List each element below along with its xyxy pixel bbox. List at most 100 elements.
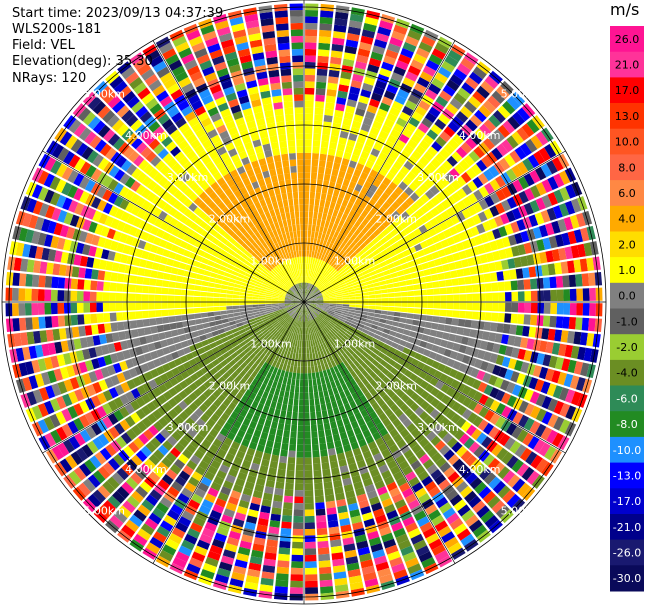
velocity-gate: [429, 185, 440, 196]
velocity-gate: [530, 185, 541, 199]
velocity-gate: [523, 350, 533, 362]
velocity-gate: [455, 242, 465, 252]
velocity-gate: [330, 319, 337, 325]
velocity-gate: [129, 275, 138, 284]
velocity-gate: [334, 18, 348, 27]
velocity-gates: [5, 3, 603, 601]
velocity-gate: [391, 354, 400, 362]
velocity-gate: [438, 479, 451, 491]
velocity-gate: [520, 255, 529, 267]
velocity-gate: [390, 325, 398, 332]
velocity-gate: [342, 273, 349, 280]
velocity-gate: [314, 280, 320, 287]
velocity-gate: [298, 412, 304, 419]
velocity-gate: [360, 361, 368, 370]
velocity-gate: [296, 373, 300, 380]
velocity-gate: [456, 528, 471, 541]
velocity-gate: [489, 240, 499, 251]
velocity-gate: [394, 349, 403, 357]
velocity-gate: [387, 288, 395, 293]
velocity-gate: [304, 535, 316, 543]
velocity-gate: [330, 244, 337, 252]
velocity-gate: [461, 124, 474, 137]
velocity-gate: [489, 192, 501, 204]
velocity-gate: [389, 106, 401, 117]
velocity-gate: [307, 291, 312, 297]
velocity-gate: [376, 272, 385, 278]
velocity-gate: [416, 76, 430, 88]
velocity-gate: [405, 240, 414, 249]
velocity-gate: [445, 279, 453, 287]
velocity-gate: [434, 72, 448, 84]
velocity-gate: [296, 366, 301, 374]
velocity-gate: [374, 309, 382, 314]
velocity-gate: [420, 400, 430, 411]
velocity-gate: [461, 82, 475, 95]
velocity-gate: [393, 471, 404, 481]
velocity-gate: [305, 289, 308, 296]
velocity-gate: [407, 528, 421, 539]
velocity-gate: [344, 45, 357, 55]
velocity-gate: [304, 444, 312, 452]
velocity-gate: [316, 300, 324, 302]
velocity-gate: [304, 302, 309, 307]
velocity-gate: [314, 289, 320, 295]
velocity-gate: [354, 269, 362, 276]
velocity-gate: [396, 238, 405, 247]
velocity-gate: [354, 290, 362, 294]
velocity-gate: [375, 422, 385, 431]
velocity-gate: [390, 465, 401, 476]
velocity-gate: [413, 53, 427, 65]
velocity-gate: [405, 100, 417, 111]
velocity-gate: [461, 467, 474, 480]
velocity-gate: [368, 298, 376, 302]
velocity-gate: [316, 297, 323, 300]
velocity-gate: [481, 263, 490, 273]
velocity-gate: [301, 347, 304, 354]
velocity-gate: [413, 510, 427, 522]
velocity-gate: [495, 175, 506, 188]
velocity-gate: [307, 276, 310, 283]
velocity-gate: [459, 302, 467, 310]
velocity-gate: [541, 396, 552, 410]
velocity-gate: [386, 315, 394, 321]
velocity-gate: [541, 264, 550, 276]
velocity-gate: [439, 502, 452, 514]
velocity-gate: [430, 397, 441, 408]
velocity-gate: [379, 167, 389, 177]
velocity-gate: [525, 138, 538, 153]
velocity-gate: [471, 284, 479, 293]
velocity-gate: [399, 280, 407, 287]
velocity-gate: [390, 255, 399, 262]
velocity-gate: [327, 288, 335, 293]
velocity-gate: [381, 310, 388, 315]
velocity-gate: [347, 286, 355, 291]
velocity-gate: [364, 348, 373, 355]
velocity-gate: [377, 340, 385, 348]
velocity-gate: [526, 470, 540, 485]
velocity-gate: [428, 538, 443, 551]
velocity-gate: [322, 468, 331, 477]
velocity-gate: [417, 122, 430, 134]
velocity-gate: [308, 306, 315, 311]
velocity-gate: [308, 270, 311, 277]
velocity-gate: [292, 411, 298, 419]
velocity-gate: [552, 205, 563, 219]
velocity-gate: [357, 177, 366, 187]
velocity-gate: [415, 208, 425, 218]
velocity-gate: [219, 302, 227, 307]
velocity-gate: [462, 408, 473, 420]
velocity-gate: [312, 318, 317, 326]
velocity-gate: [354, 313, 362, 317]
velocity-gate: [403, 160, 414, 171]
velocity-gate: [557, 371, 567, 386]
velocity-gate: [453, 294, 460, 302]
velocity-gate: [291, 379, 296, 386]
velocity-gate: [588, 318, 596, 332]
velocity-gate: [363, 414, 372, 424]
velocity-gate: [294, 490, 304, 497]
velocity-gate: [280, 449, 288, 457]
velocity-gate: [430, 387, 440, 397]
velocity-gate: [428, 244, 438, 253]
velocity-gate: [385, 363, 393, 372]
